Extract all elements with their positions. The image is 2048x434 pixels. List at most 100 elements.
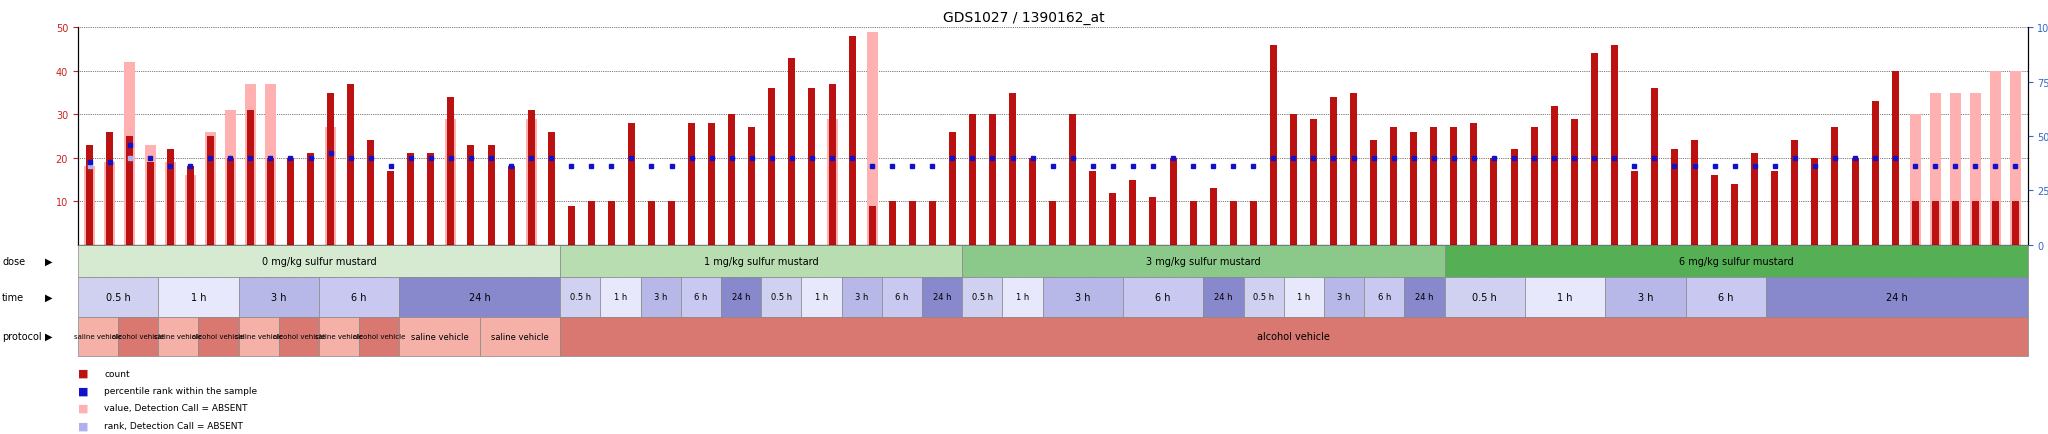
Bar <box>768 89 776 245</box>
Bar <box>106 132 113 245</box>
Bar <box>1090 171 1096 245</box>
Text: 6 h: 6 h <box>694 293 709 302</box>
Bar <box>1128 180 1137 245</box>
Text: 1 h: 1 h <box>1556 293 1573 302</box>
Bar <box>1612 46 1618 245</box>
Bar <box>668 202 676 245</box>
Bar <box>1630 171 1638 245</box>
Bar <box>1430 128 1438 245</box>
Text: ▶: ▶ <box>45 332 53 341</box>
Text: 1 h: 1 h <box>815 293 827 302</box>
Bar <box>547 132 555 245</box>
Bar <box>446 98 455 245</box>
Bar <box>125 63 135 245</box>
Bar <box>788 59 795 245</box>
Text: 3 h: 3 h <box>854 293 868 302</box>
Text: alcohol vehicle: alcohol vehicle <box>272 333 326 339</box>
Text: 1 h: 1 h <box>190 293 207 302</box>
Bar <box>948 132 956 245</box>
Text: 3 h: 3 h <box>1638 293 1653 302</box>
Text: 0.5 h: 0.5 h <box>1473 293 1497 302</box>
Text: 24 h: 24 h <box>469 293 492 302</box>
Bar <box>408 154 414 245</box>
Bar <box>629 124 635 245</box>
Bar <box>1370 141 1376 245</box>
Text: saline vehicle: saline vehicle <box>492 332 549 341</box>
Bar <box>326 128 336 245</box>
Text: saline vehicle: saline vehicle <box>315 333 362 339</box>
Bar <box>889 202 895 245</box>
Bar <box>166 150 174 245</box>
Bar <box>145 145 156 245</box>
Bar <box>829 85 836 245</box>
Text: 24 h: 24 h <box>1214 293 1233 302</box>
Bar <box>227 158 233 245</box>
Bar <box>1169 158 1176 245</box>
Text: percentile rank within the sample: percentile rank within the sample <box>104 386 258 395</box>
Bar <box>1069 115 1077 245</box>
Bar <box>1911 202 1919 245</box>
Bar <box>104 163 115 245</box>
Bar <box>508 167 514 245</box>
Bar <box>207 137 213 245</box>
Text: 0 mg/kg sulfur mustard: 0 mg/kg sulfur mustard <box>262 256 377 266</box>
Bar <box>307 154 313 245</box>
Bar <box>1970 93 1980 245</box>
Bar <box>709 124 715 245</box>
Text: ▶: ▶ <box>45 293 53 302</box>
Bar <box>868 206 877 245</box>
Bar <box>1010 93 1016 245</box>
Bar <box>1931 202 1939 245</box>
Text: 6 h: 6 h <box>352 293 367 302</box>
Bar <box>248 111 254 245</box>
Bar <box>1550 106 1559 245</box>
Bar <box>1049 202 1057 245</box>
Bar <box>1290 115 1296 245</box>
Bar <box>1329 98 1337 245</box>
Bar <box>487 145 494 245</box>
Bar <box>729 115 735 245</box>
Bar <box>1450 128 1458 245</box>
Text: 1 h: 1 h <box>1016 293 1030 302</box>
Text: ■: ■ <box>78 386 88 395</box>
Text: saline vehicle: saline vehicle <box>74 333 123 339</box>
Text: count: count <box>104 369 131 378</box>
Text: 0.5 h: 0.5 h <box>569 293 592 302</box>
Bar <box>1210 189 1217 245</box>
Text: 6 h: 6 h <box>895 293 909 302</box>
Bar <box>346 85 354 245</box>
Bar <box>1671 150 1677 245</box>
Text: ■: ■ <box>78 403 88 413</box>
Bar <box>827 119 838 245</box>
Text: 3 h: 3 h <box>270 293 287 302</box>
Text: 6 h: 6 h <box>1378 293 1391 302</box>
Bar <box>1028 158 1036 245</box>
Text: 1 h: 1 h <box>614 293 627 302</box>
Text: time: time <box>2 293 25 302</box>
Text: 0.5 h: 0.5 h <box>1253 293 1274 302</box>
Bar <box>246 85 256 245</box>
Text: 6 mg/kg sulfur mustard: 6 mg/kg sulfur mustard <box>1679 256 1794 266</box>
Text: alcohol vehicle: alcohol vehicle <box>352 333 406 339</box>
Text: rank, Detection Call = ABSENT: rank, Detection Call = ABSENT <box>104 421 244 430</box>
Bar <box>1929 93 1942 245</box>
Text: saline vehicle: saline vehicle <box>236 333 283 339</box>
Text: protocol: protocol <box>2 332 41 341</box>
Bar <box>467 145 475 245</box>
Bar <box>1391 128 1397 245</box>
Text: 0.5 h: 0.5 h <box>971 293 993 302</box>
Bar <box>1190 202 1196 245</box>
Bar <box>1651 89 1659 245</box>
Bar <box>989 115 995 245</box>
Bar <box>1110 193 1116 245</box>
Bar <box>848 37 856 245</box>
Bar <box>688 124 694 245</box>
Bar <box>1249 202 1257 245</box>
Bar <box>1972 202 1978 245</box>
Bar <box>1491 158 1497 245</box>
Bar <box>930 202 936 245</box>
Text: alcohol vehicle: alcohol vehicle <box>113 333 164 339</box>
Bar <box>1851 158 1858 245</box>
Bar <box>2011 202 2019 245</box>
Bar <box>1591 54 1597 245</box>
